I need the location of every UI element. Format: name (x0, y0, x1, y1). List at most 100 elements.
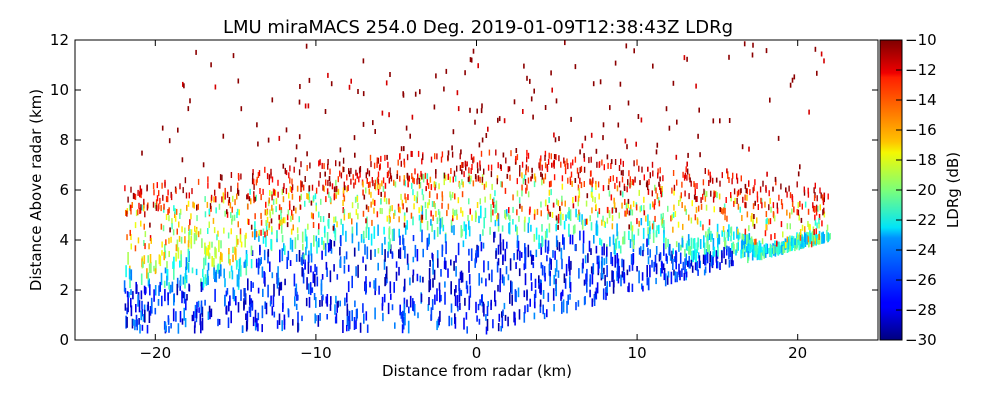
heat-cell (402, 238, 405, 251)
heat-cell (168, 237, 170, 244)
heat-cell (527, 244, 530, 258)
heat-cell (736, 226, 738, 239)
heat-cell (149, 306, 152, 316)
heat-cell (234, 199, 236, 206)
heat-cell (764, 230, 767, 237)
heat-cell (546, 255, 548, 262)
heat-cell (232, 246, 234, 253)
heat-cell (540, 243, 542, 255)
heat-cell (753, 214, 755, 219)
heat-cell (780, 221, 783, 228)
heat-cell (447, 173, 450, 180)
heat-cell (746, 211, 749, 218)
heat-cell (444, 234, 447, 243)
heat-cell (237, 189, 240, 196)
heat-cell (204, 255, 207, 266)
heat-cell (142, 314, 145, 322)
colorbar-label: LDRg (dB) (944, 152, 962, 228)
heat-cell (213, 227, 216, 234)
heat-cell (214, 189, 216, 196)
heat-cell (304, 228, 307, 242)
heat-cell (476, 202, 479, 208)
heat-cell (453, 170, 456, 177)
heat-cell (555, 259, 558, 272)
heat-cell (687, 152, 689, 158)
heat-cell (441, 191, 443, 198)
heat-cell (336, 221, 338, 228)
heat-cell (474, 119, 476, 125)
heat-cell (666, 275, 669, 285)
heat-cell (321, 250, 323, 260)
heat-cell (708, 219, 711, 226)
heat-cell (472, 180, 475, 187)
heat-cell (322, 294, 324, 301)
heat-cell (754, 239, 756, 252)
heat-cell (696, 218, 699, 225)
heat-cell (485, 326, 488, 335)
heat-cell (207, 311, 210, 320)
heat-cell (660, 213, 662, 220)
heat-cell (797, 209, 800, 216)
heat-cell (362, 189, 364, 196)
heat-cell (618, 212, 620, 219)
heat-cell (768, 190, 770, 197)
heat-cell (822, 199, 825, 206)
heat-cell (367, 206, 370, 213)
heat-cell (330, 240, 332, 249)
heat-cell (439, 218, 442, 229)
heat-cell (688, 246, 690, 255)
heat-cell (197, 231, 200, 238)
heat-cell (192, 311, 195, 321)
heat-cell (616, 223, 618, 237)
heat-cell (270, 218, 273, 224)
heat-cell (772, 245, 775, 255)
heat-cell (262, 228, 265, 235)
heat-cell (244, 234, 246, 248)
heat-cell (564, 278, 567, 289)
heat-cell (660, 191, 663, 198)
heat-cell (227, 199, 230, 206)
heat-cell (748, 233, 751, 246)
heat-cell (386, 172, 389, 178)
heat-cell (443, 179, 445, 186)
heat-cell (568, 262, 571, 272)
heat-cell (515, 262, 517, 269)
heat-cell (720, 207, 723, 214)
heat-cell (683, 272, 686, 281)
heat-cell (819, 187, 821, 194)
heat-cell (405, 197, 407, 204)
heat-cell (467, 176, 470, 182)
heat-cell (629, 209, 632, 216)
heat-cell (300, 161, 302, 168)
heat-cell (124, 303, 127, 311)
heat-cell (265, 209, 268, 216)
heat-cell (770, 248, 773, 258)
heat-cell (586, 268, 588, 282)
heat-cell (600, 239, 603, 247)
heat-cell (509, 174, 511, 181)
heat-cell (733, 188, 736, 195)
heat-cell (368, 170, 371, 177)
heat-cell (320, 216, 322, 222)
heat-cell (195, 49, 197, 55)
heat-cell (179, 213, 181, 219)
heat-cell (468, 220, 470, 230)
heat-cell (346, 325, 348, 332)
heat-cell (313, 293, 316, 301)
heat-cell (400, 160, 402, 167)
heat-cell (608, 190, 611, 197)
heat-cell (157, 299, 160, 306)
heat-cell (252, 316, 255, 327)
heat-cell (765, 211, 768, 217)
heat-cell (703, 269, 706, 276)
heat-cell (815, 233, 817, 246)
heat-cell (759, 247, 761, 261)
heat-cell (266, 216, 269, 223)
heat-cell (420, 170, 422, 177)
heat-cell (565, 214, 567, 221)
heat-cell (145, 287, 147, 294)
heat-cell (802, 239, 805, 249)
heat-cell (468, 172, 470, 179)
heat-cell (212, 217, 215, 224)
heat-cell (515, 290, 517, 303)
